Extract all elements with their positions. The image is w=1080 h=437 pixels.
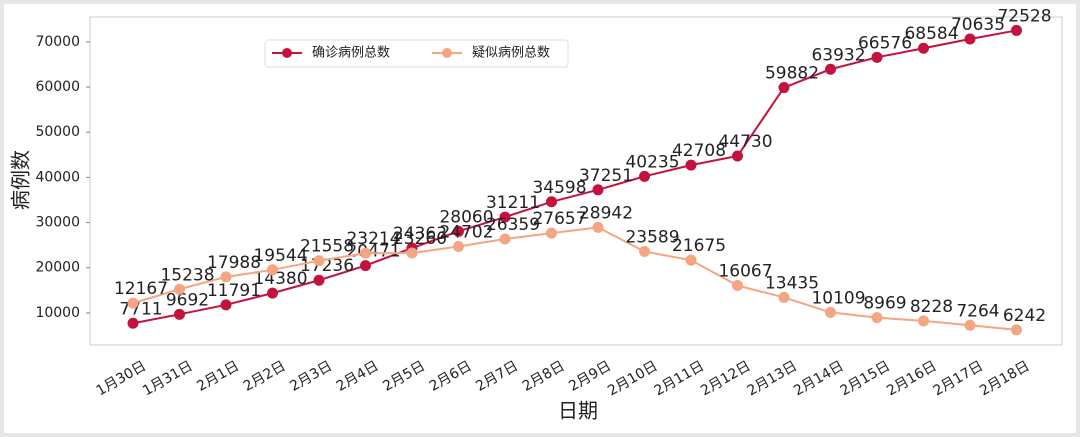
y-tick-label: 50000 <box>35 124 80 140</box>
background <box>4 4 1076 433</box>
data-point <box>871 51 883 63</box>
data-point <box>964 33 976 45</box>
x-axis-label: 日期 <box>558 399 598 423</box>
data-label: 9692 <box>166 290 209 310</box>
legend-label: 确诊病例总数 <box>312 46 390 61</box>
data-point <box>918 42 929 54</box>
data-point <box>360 260 371 272</box>
data-label: 21558 <box>300 237 354 257</box>
data-point <box>267 264 278 276</box>
data-point <box>313 274 325 286</box>
data-point <box>964 319 976 331</box>
y-tick-label: 30000 <box>35 215 80 231</box>
data-label: 27657 <box>532 209 586 229</box>
data-label: 28060 <box>439 207 493 227</box>
data-label: 72528 <box>997 6 1051 26</box>
plot-frame <box>89 16 1063 346</box>
data-point <box>1011 24 1022 36</box>
data-point <box>778 82 790 94</box>
data-point <box>220 271 232 283</box>
data-point <box>127 297 139 309</box>
data-label: 7264 <box>956 301 999 321</box>
data-label: 31211 <box>486 193 540 213</box>
legend-marker <box>282 48 292 58</box>
data-label: 23260 <box>393 229 447 249</box>
data-point <box>406 247 418 259</box>
data-label: 7711 <box>119 299 162 319</box>
data-point <box>592 221 604 233</box>
data-label: 10109 <box>811 288 865 308</box>
data-label: 24702 <box>439 223 493 243</box>
data-point <box>220 299 232 311</box>
data-point <box>732 150 743 162</box>
data-point <box>1011 324 1022 336</box>
legend <box>264 39 569 68</box>
y-tick-label: 40000 <box>35 169 80 185</box>
data-point <box>732 280 743 292</box>
data-label: 12167 <box>114 279 168 299</box>
y-tick-label: 60000 <box>35 79 80 95</box>
data-point <box>267 287 278 299</box>
data-point <box>918 315 929 327</box>
data-label: 8228 <box>910 297 953 317</box>
data-point <box>546 196 557 208</box>
y-tick-label: 70000 <box>35 34 80 50</box>
data-point <box>546 227 557 239</box>
data-label: 20471 <box>346 242 400 262</box>
data-label: 42708 <box>672 141 726 161</box>
data-label: 23214 <box>346 229 400 249</box>
data-label: 15238 <box>160 265 214 285</box>
y-tick-label: 10000 <box>35 305 80 321</box>
data-point <box>174 308 185 320</box>
data-point <box>499 233 511 245</box>
y-tick-label: 20000 <box>35 260 80 276</box>
data-label: 70635 <box>951 15 1005 35</box>
data-label: 11791 <box>207 281 261 301</box>
series-line <box>132 226 1017 331</box>
data-label: 21675 <box>672 236 726 256</box>
legend-marker <box>442 48 452 58</box>
data-point <box>778 291 790 303</box>
data-label: 44730 <box>718 132 772 152</box>
data-label: 63932 <box>811 45 865 65</box>
data-label: 8969 <box>863 294 906 314</box>
series-line <box>132 29 1017 325</box>
data-label: 66576 <box>858 33 912 53</box>
data-label: 28942 <box>579 203 633 223</box>
data-point <box>825 306 836 318</box>
data-point <box>453 225 464 237</box>
data-point <box>639 246 650 258</box>
data-point <box>639 170 650 182</box>
data-label: 24363 <box>393 224 447 244</box>
data-label: 59882 <box>765 64 819 84</box>
data-point <box>499 211 511 223</box>
data-label: 14380 <box>253 269 307 289</box>
legend-label: 疑似病例总数 <box>472 45 550 61</box>
data-point <box>453 241 464 253</box>
data-label: 26359 <box>486 215 540 235</box>
data-point <box>592 184 604 196</box>
data-label: 13435 <box>765 273 819 293</box>
data-label: 68584 <box>904 24 958 44</box>
data-label: 17988 <box>207 253 261 273</box>
data-label: 16067 <box>718 262 772 282</box>
data-label: 37251 <box>579 166 633 186</box>
data-point <box>871 312 883 324</box>
data-point <box>313 255 325 267</box>
data-label: 34598 <box>532 178 586 198</box>
data-point <box>685 254 697 266</box>
data-point <box>174 283 185 295</box>
data-point <box>360 247 371 259</box>
data-point <box>685 159 697 171</box>
data-point <box>825 63 836 75</box>
data-label: 6242 <box>1003 306 1046 326</box>
data-label: 19544 <box>253 246 307 266</box>
y-axis-label: 病例数 <box>9 150 33 210</box>
data-label: 40235 <box>625 152 679 172</box>
data-label: 23589 <box>625 228 679 248</box>
data-point <box>127 317 139 329</box>
